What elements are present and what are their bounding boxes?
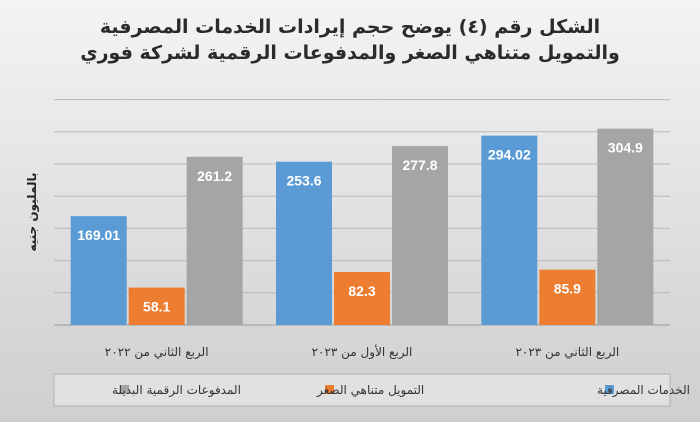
data-label: 304.9	[608, 140, 643, 156]
bar	[334, 271, 390, 325]
legend-label: المدفوعات الرقمية البديلة	[112, 383, 241, 398]
category-label: الربع الأول من ٢٠٢٣	[312, 344, 413, 360]
bar	[128, 287, 185, 325]
legend-swatch	[120, 385, 129, 394]
category-label: الربع الثاني من ٢٠٢٢	[105, 345, 209, 360]
data-label: 277.8	[402, 157, 437, 173]
legend-label: التمويل متناهي الصغر	[316, 383, 424, 398]
bar	[539, 269, 596, 325]
category-label: الربع الثاني من ٢٠٢٣	[515, 345, 619, 360]
data-label: 82.3	[348, 283, 375, 299]
y-axis-label: بالمليون جنيه	[25, 172, 40, 251]
bar	[481, 135, 538, 325]
bar	[392, 146, 448, 325]
bar	[70, 216, 127, 325]
data-label: 58.1	[143, 299, 170, 315]
legend-swatch	[605, 385, 614, 394]
legend-label: الخدمات المصرفية	[597, 383, 690, 398]
chart-title-line-2: والتمويل متناهي الصغر والمدفوعات الرقمية…	[80, 42, 620, 65]
data-label: 169.01	[77, 227, 120, 243]
bar	[186, 156, 243, 325]
bar	[597, 128, 654, 325]
legend-swatch	[325, 385, 334, 394]
data-label: 253.6	[286, 173, 321, 189]
bar	[276, 161, 332, 325]
data-label: 294.02	[488, 147, 531, 163]
legend-box	[53, 373, 671, 407]
data-label: 85.9	[554, 281, 581, 297]
chart-title-line-1: الشكل رقم (٤) يوضح حجم إيرادات الخدمات ا…	[100, 16, 600, 38]
data-label: 261.2	[197, 168, 232, 184]
